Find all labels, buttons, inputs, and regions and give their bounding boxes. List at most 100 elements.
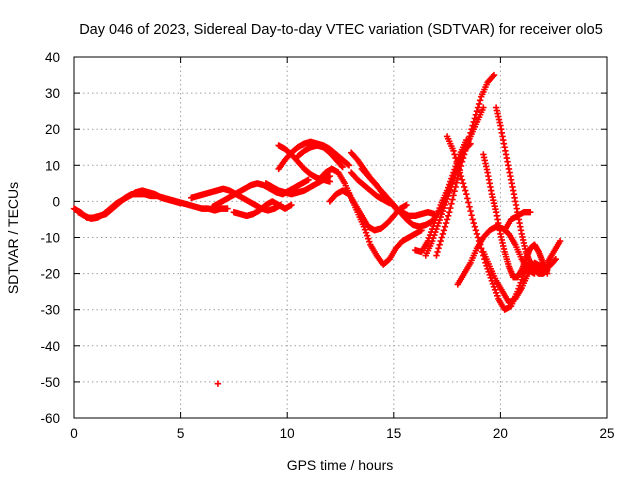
data-point [447, 204, 454, 212]
data-point [451, 151, 458, 158]
data-point [437, 213, 444, 221]
y-tick-label: -50 [40, 375, 60, 390]
data-point [442, 219, 450, 227]
data-point [339, 163, 346, 171]
data-point [443, 216, 451, 223]
data-point [430, 234, 437, 242]
data-point [224, 205, 231, 212]
data-point [480, 104, 487, 111]
data-point [552, 255, 560, 263]
data-point [362, 229, 370, 236]
data-point [453, 168, 460, 176]
data-point [444, 212, 452, 220]
data-point [365, 235, 372, 242]
y-tick-label: -10 [40, 231, 60, 246]
data-point [435, 245, 442, 252]
series-isolated [214, 380, 222, 387]
data-point [450, 147, 457, 155]
data-point [492, 289, 500, 297]
data-point [344, 161, 352, 168]
data-point [494, 292, 501, 300]
y-tick-label: 30 [45, 86, 60, 101]
data-point [544, 266, 551, 274]
data-point [440, 204, 448, 212]
series-arc-j [315, 165, 425, 268]
data-point [443, 195, 451, 203]
data-point [460, 183, 468, 191]
y-tick-label: -30 [40, 303, 60, 318]
x-tick-label: 10 [280, 426, 295, 441]
data-points [70, 71, 564, 387]
x-tick-label: 25 [599, 426, 614, 441]
data-point [447, 186, 454, 194]
axis-ticks: 0 5 10 15 20 25 -60 -50 -40 -30 -20 -10 0 10 20 30 40 [40, 50, 614, 441]
x-tick-label: 5 [177, 426, 185, 441]
x-tick-label: 0 [70, 426, 78, 441]
data-point [386, 200, 393, 207]
series-arc-n [347, 169, 393, 207]
data-point [338, 162, 345, 170]
series-arc-b [75, 187, 184, 222]
data-point [452, 154, 459, 162]
data-point [305, 176, 312, 183]
data-point [451, 187, 458, 195]
data-point [467, 207, 474, 215]
data-point [440, 227, 448, 234]
data-point [551, 257, 558, 264]
data-point [464, 195, 471, 202]
data-point [438, 234, 445, 241]
y-tick-label: -20 [40, 267, 60, 282]
data-point [489, 73, 497, 80]
y-tick-label: -40 [40, 339, 60, 354]
series-arc-c [188, 185, 285, 214]
y-tick-label: 10 [45, 158, 60, 173]
data-point [527, 209, 534, 216]
data-point [456, 159, 464, 167]
data-point [454, 165, 461, 173]
data-point [431, 231, 438, 239]
series-arc-g [275, 142, 334, 185]
data-point [438, 210, 445, 218]
data-point [473, 230, 481, 238]
data-point [466, 203, 473, 211]
data-point [451, 174, 458, 182]
series-arc-e [230, 198, 295, 220]
data-point [462, 187, 469, 194]
data-point [446, 209, 453, 216]
data-point [476, 97, 484, 104]
data-point [458, 153, 466, 161]
data-point [435, 219, 442, 227]
y-tick-label: -60 [40, 411, 60, 426]
x-tick-label: 20 [493, 426, 508, 441]
data-point [288, 201, 295, 209]
data-point [345, 162, 353, 169]
data-point [433, 225, 440, 233]
series-arc-v [492, 104, 551, 277]
data-point [326, 172, 334, 180]
series-arc-r [422, 104, 487, 259]
data-point [403, 201, 410, 209]
data-point [450, 177, 457, 185]
series-arc-u [480, 151, 551, 281]
series-arc-x [544, 237, 564, 266]
y-tick-label: 20 [45, 122, 60, 137]
x-axis-label: GPS time / hours [287, 457, 394, 473]
data-point [436, 216, 443, 224]
data-point [439, 207, 447, 215]
y-tick-label: 0 [52, 194, 60, 209]
data-point [475, 100, 483, 108]
data-point [448, 200, 455, 208]
data-point [437, 237, 444, 245]
data-point [452, 171, 459, 179]
data-point [434, 222, 441, 230]
grid [74, 57, 607, 418]
y-tick-label: 40 [45, 50, 60, 65]
data-point [486, 271, 493, 279]
data-point [472, 227, 480, 234]
data-point [439, 230, 447, 238]
data-point [214, 380, 222, 387]
data-point [518, 276, 525, 283]
data-point [459, 150, 467, 158]
data-point [457, 172, 465, 180]
x-tick-label: 15 [386, 426, 401, 441]
